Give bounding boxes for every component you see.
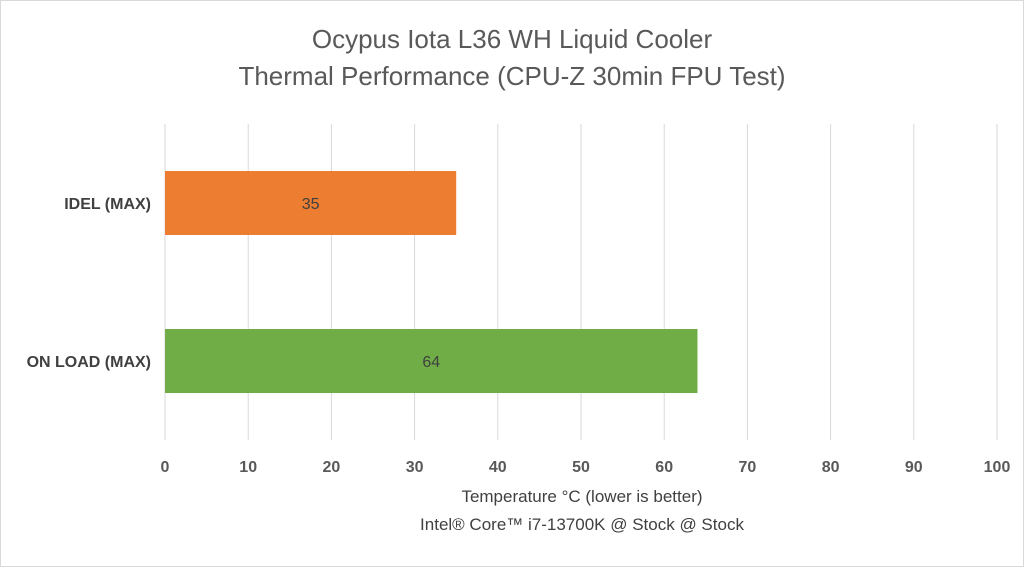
x-tick-label: 30	[406, 459, 424, 476]
x-tick-label: 10	[239, 459, 257, 476]
x-tick-label: 70	[739, 459, 757, 476]
data-label: 64	[422, 354, 440, 371]
x-tick-label: 90	[905, 459, 923, 476]
x-axis-subtitle: Intel® Core™ i7-13700K @ Stock @ Stock	[420, 515, 744, 534]
x-tick-label: 50	[572, 459, 590, 476]
x-tick-label: 20	[323, 459, 341, 476]
x-tick-label: 0	[161, 459, 170, 476]
bar	[165, 329, 698, 393]
data-label: 35	[302, 196, 320, 213]
chart-subtitle: Thermal Performance (CPU-Z 30min FPU Tes…	[238, 61, 786, 91]
x-tick-label: 100	[984, 459, 1011, 476]
bar	[165, 171, 457, 235]
x-tick-label: 60	[655, 459, 673, 476]
x-tick-label: 40	[489, 459, 507, 476]
x-tick-label: 80	[822, 459, 840, 476]
category-label: ON LOAD (MAX)	[27, 354, 151, 371]
x-axis-title: Temperature °C (lower is better)	[461, 487, 703, 506]
chart-title: Ocypus Iota L36 WH Liquid Cooler	[311, 24, 713, 54]
category-label: IDEL (MAX)	[64, 196, 151, 213]
